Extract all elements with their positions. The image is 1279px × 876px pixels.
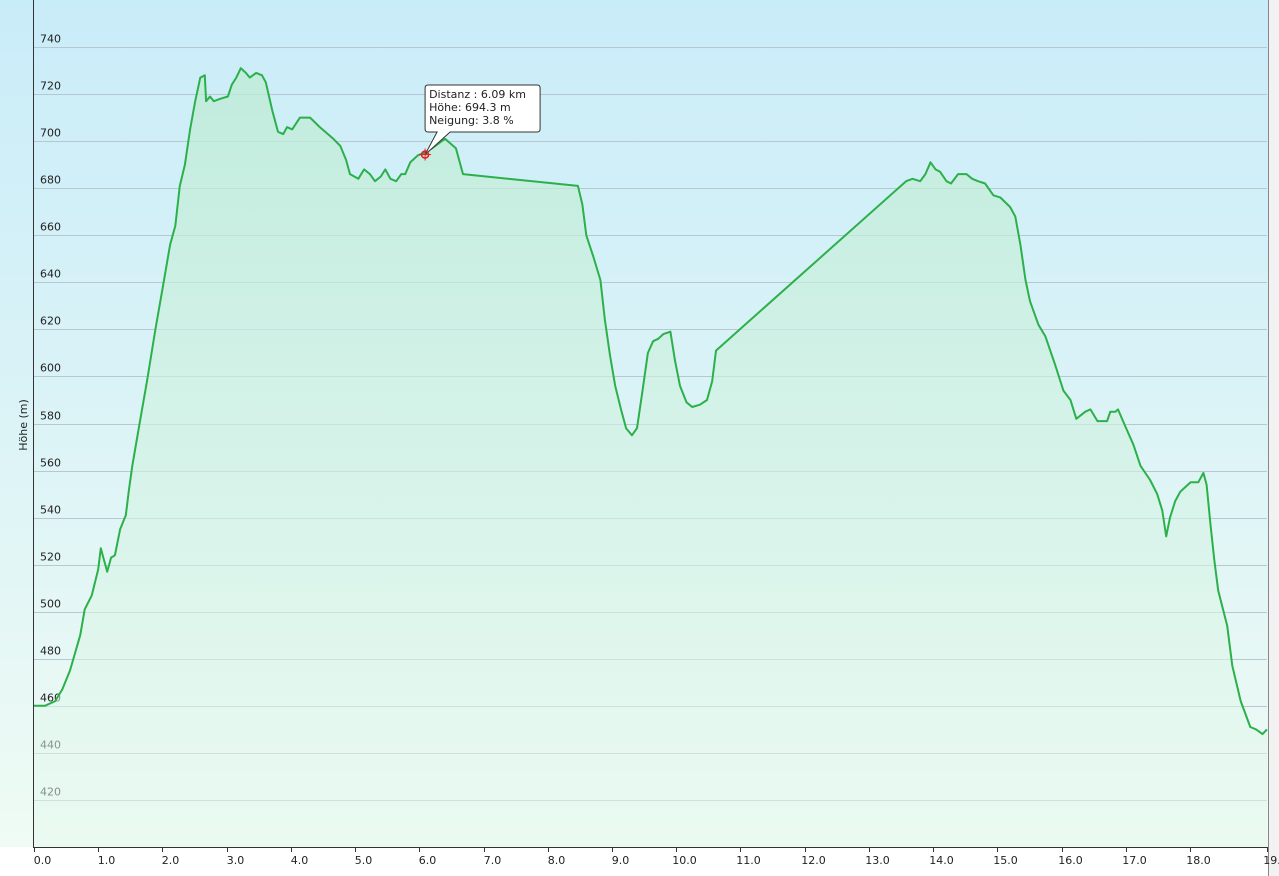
right-margin — [1268, 0, 1279, 876]
x-tick-label: 9.0 — [612, 854, 630, 867]
y-tick-label: 700 — [40, 127, 61, 140]
area-fill — [34, 68, 1267, 847]
x-tick-label: 12.0 — [801, 854, 826, 867]
tooltip-box — [424, 84, 541, 155]
x-tick-label: 14.0 — [929, 854, 954, 867]
y-tick-label: 540 — [40, 504, 61, 517]
x-tick-label: 5.0 — [355, 854, 373, 867]
x-tick-label: 8.0 — [548, 854, 566, 867]
plot-layer: 4204404604805005205405605806006206406606… — [33, 0, 1279, 867]
y-tick-label: 660 — [40, 221, 61, 234]
tooltip-text: Distanz : 6.09 km — [429, 88, 526, 101]
x-tick-label: 1.0 — [98, 854, 116, 867]
x-tick-label: 13.0 — [865, 854, 890, 867]
x-tick-label: 16.0 — [1058, 854, 1083, 867]
y-tick-label: 560 — [40, 457, 61, 470]
x-tick-label: 17.0 — [1122, 854, 1147, 867]
elevation-line — [34, 67, 1268, 736]
y-tick-label: 620 — [40, 315, 61, 328]
y-tick-label: 600 — [40, 362, 61, 375]
y-tick-label: 680 — [40, 174, 61, 187]
x-tick-label: 18.0 — [1186, 854, 1211, 867]
y-tick-label: 520 — [40, 551, 61, 564]
y-tick-label: 640 — [40, 268, 61, 281]
tooltip-text: Neigung: 3.8 % — [429, 114, 514, 127]
y-tick-label: 580 — [40, 410, 61, 423]
y-tick-label: 720 — [40, 80, 61, 93]
x-tick-label: 6.0 — [419, 854, 437, 867]
x-tick-label: 15.0 — [993, 854, 1018, 867]
x-tick-label: 4.0 — [291, 854, 309, 867]
x-tick-label: 10.0 — [672, 854, 697, 867]
x-tick-label: 2.0 — [162, 854, 180, 867]
y-axis-title: Höhe (m) — [17, 399, 30, 451]
x-tick-label: 3.0 — [227, 854, 245, 867]
tooltip-text: Höhe: 694.3 m — [429, 101, 511, 114]
y-tick-label: 480 — [40, 645, 61, 658]
x-tick-label: 11.0 — [736, 854, 761, 867]
x-tick-label: 19.2 — [1263, 854, 1279, 867]
y-tick-label: 740 — [40, 33, 61, 46]
y-tick-label: 500 — [40, 598, 61, 611]
x-tick-label: 7.0 — [484, 854, 502, 867]
x-tick-label: 0.0 — [34, 854, 52, 867]
